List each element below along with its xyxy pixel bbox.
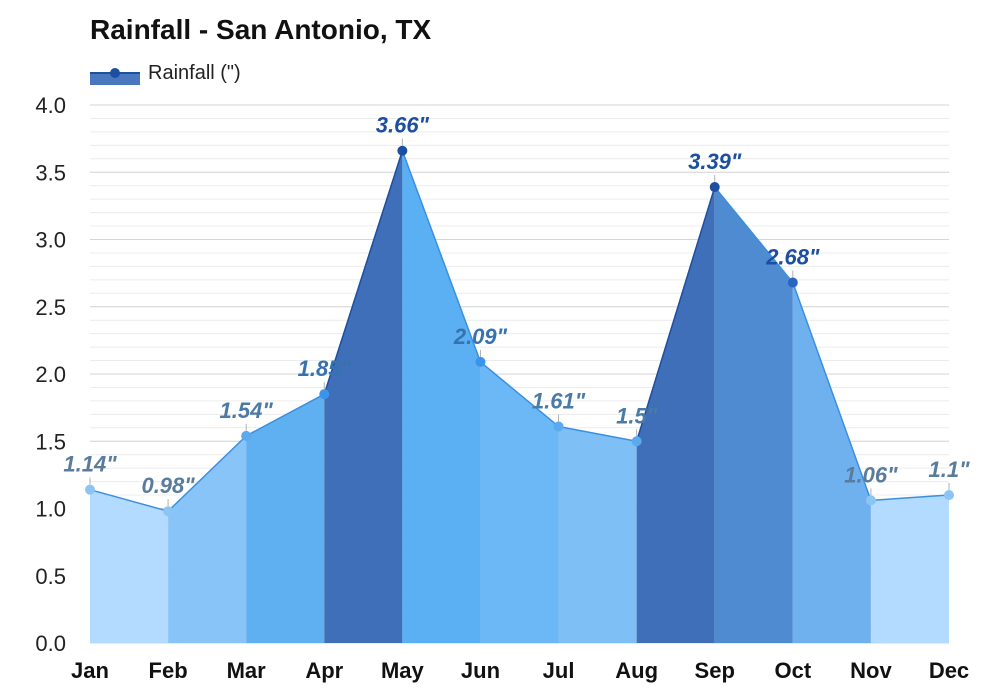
x-tick-label-sep: Sep xyxy=(695,658,735,683)
data-point-jan xyxy=(85,484,95,495)
x-tick-label-aug: Aug xyxy=(615,658,658,683)
x-tick-label-mar: Mar xyxy=(227,658,267,683)
y-tick-label: 0.5 xyxy=(35,564,66,589)
data-label-jul: 1.61" xyxy=(532,388,586,413)
series-line-segment xyxy=(635,186,716,442)
legend: Rainfall (") xyxy=(90,62,241,85)
data-label-may: 3.66" xyxy=(376,113,430,138)
series-line-segment xyxy=(323,150,404,395)
y-tick-label: 1.0 xyxy=(35,497,66,522)
data-point-nov xyxy=(865,495,876,506)
data-label-sep: 3.39" xyxy=(688,149,742,174)
area-segment-may xyxy=(402,150,481,644)
area-segment-feb xyxy=(168,435,247,643)
x-tick-label-nov: Nov xyxy=(850,658,892,683)
series-line-segment xyxy=(714,186,794,284)
chart-title: Rainfall - San Antonio, TX xyxy=(90,14,432,45)
x-tick-label-oct: Oct xyxy=(774,658,811,683)
data-label-aug: 1.5" xyxy=(616,403,658,428)
y-tick-label: 3.0 xyxy=(35,228,66,253)
area-segment-jun xyxy=(480,361,559,643)
area-segment-apr xyxy=(324,150,403,644)
data-point-apr xyxy=(319,389,330,400)
legend-swatch-fill xyxy=(90,72,140,85)
series-line-segment xyxy=(870,494,950,502)
x-tick-label-jan: Jan xyxy=(71,658,109,683)
legend-swatch xyxy=(90,63,140,85)
series-line-segment xyxy=(792,282,872,501)
y-tick-label: 2.0 xyxy=(35,362,66,387)
data-point-mar xyxy=(241,430,252,441)
area-segment-sep xyxy=(714,187,793,644)
y-tick-label: 1.5 xyxy=(35,429,66,454)
data-label-nov: 1.06" xyxy=(844,462,898,487)
area-segment-jul xyxy=(558,426,637,643)
x-tick-label-jul: Jul xyxy=(543,658,575,683)
area-segment-mar xyxy=(246,394,325,643)
area-segment-nov xyxy=(870,495,949,643)
y-tick-label: 2.5 xyxy=(35,295,66,320)
series-line-segment xyxy=(245,393,325,437)
x-tick-label-may: May xyxy=(381,658,425,683)
legend-label: Rainfall (") xyxy=(148,62,241,84)
x-tick-label-apr: Apr xyxy=(305,658,343,683)
data-label-mar: 1.54" xyxy=(220,398,274,423)
y-tick-label: 0.0 xyxy=(35,631,66,656)
y-tick-label: 3.5 xyxy=(35,160,66,185)
data-label-apr: 1.85" xyxy=(298,356,352,381)
series-line-segment xyxy=(401,150,482,363)
data-point-jun xyxy=(475,356,486,367)
series-line-segment xyxy=(479,361,560,428)
data-point-aug xyxy=(631,436,642,447)
y-tick-label: 4.0 xyxy=(35,93,66,118)
area-segment-jan xyxy=(90,489,169,643)
x-tick-label-jun: Jun xyxy=(461,658,500,683)
data-label-oct: 2.68" xyxy=(765,245,820,270)
data-label-dec: 1.1" xyxy=(928,457,970,482)
data-point-feb xyxy=(163,506,174,517)
legend-swatch-svg xyxy=(90,67,140,85)
data-label-jan: 1.14" xyxy=(63,452,117,477)
data-point-may xyxy=(397,145,408,156)
series-line-segment xyxy=(167,435,247,512)
data-point-dec xyxy=(944,490,954,501)
data-point-sep xyxy=(709,182,720,193)
data-point-jul xyxy=(553,421,564,432)
series-line-segment xyxy=(558,425,637,442)
series-line-segment xyxy=(89,488,169,512)
area-segment-aug xyxy=(636,187,715,644)
data-point-oct xyxy=(787,277,798,288)
data-label-jun: 2.09" xyxy=(453,324,508,349)
legend-swatch-marker xyxy=(110,67,120,78)
x-tick-label-dec: Dec xyxy=(929,658,969,683)
x-tick-label-feb: Feb xyxy=(149,658,188,683)
area-segment-oct xyxy=(792,282,871,643)
data-label-feb: 0.98" xyxy=(141,473,195,498)
